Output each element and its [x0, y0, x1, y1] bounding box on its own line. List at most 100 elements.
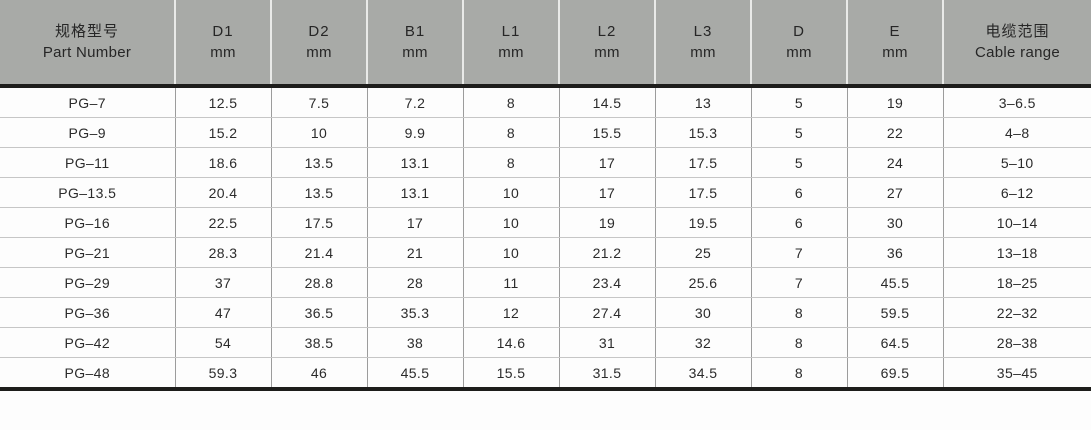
table-cell: 6 — [750, 177, 847, 208]
part-number-cell: PG–48 — [0, 357, 175, 391]
table-cell: 34.5 — [654, 357, 751, 391]
table-cell: 45.5 — [366, 357, 463, 391]
header-label: B1 — [404, 23, 426, 40]
cable-range-cell: 28–38 — [942, 327, 1091, 358]
table-cell: 17.5 — [654, 147, 751, 178]
table-cell: 13.5 — [270, 147, 367, 178]
header-cell-d1: D1 mm — [174, 0, 271, 88]
header-label: E — [889, 23, 901, 40]
table-cell: 7.2 — [366, 86, 463, 118]
table-cell: 38.5 — [270, 327, 367, 358]
table-cell: 13.1 — [366, 147, 463, 178]
table-cell: 8 — [462, 117, 559, 148]
table-cell: 8 — [462, 86, 559, 118]
table-cell: 6 — [750, 207, 847, 238]
header-label-en: Part Number — [42, 44, 132, 61]
table-cell: 31 — [558, 327, 655, 358]
table-cell: 28 — [366, 267, 463, 298]
table-cell: 12.5 — [174, 86, 271, 118]
table-cell: 30 — [846, 207, 943, 238]
header-label-cn: 电缆范围 — [985, 23, 1050, 40]
table-cell: 18.6 — [174, 147, 271, 178]
table-body: PG–7 12.5 7.5 7.2 8 14.5 13 5 19 3–6.5 PG–9 15.2 10… — [0, 86, 1091, 391]
cable-range-cell: 6–12 — [942, 177, 1091, 208]
table-cell: 17 — [558, 177, 655, 208]
table-cell: 5 — [750, 86, 847, 118]
table-cell: 28.3 — [174, 237, 271, 268]
header-cell-l2: L2 mm — [558, 0, 655, 88]
table-cell: 27 — [846, 177, 943, 208]
part-number-cell: PG–21 — [0, 237, 175, 268]
table-cell: 8 — [750, 357, 847, 391]
table-cell: 36 — [846, 237, 943, 268]
cable-range-cell: 13–18 — [942, 237, 1091, 268]
table-cell: 19 — [558, 207, 655, 238]
table-cell: 21.4 — [270, 237, 367, 268]
table-cell: 22.5 — [174, 207, 271, 238]
header-unit: mm — [690, 44, 716, 61]
cable-range-cell: 35–45 — [942, 357, 1091, 391]
table-cell: 17.5 — [270, 207, 367, 238]
table-cell: 15.5 — [558, 117, 655, 148]
table-cell: 11 — [462, 267, 559, 298]
part-number-cell: PG–29 — [0, 267, 175, 298]
table-row-pg42: PG–42 54 38.5 38 14.6 31 32 8 64.5 28–38 — [0, 327, 1091, 358]
table-cell: 10 — [462, 237, 559, 268]
header-unit: mm — [882, 44, 908, 61]
part-number-cell: PG–13.5 — [0, 177, 175, 208]
table-cell: 22 — [846, 117, 943, 148]
header-cell-l3: L3 mm — [654, 0, 751, 88]
table-cell: 37 — [174, 267, 271, 298]
table-cell: 14.6 — [462, 327, 559, 358]
cable-range-cell: 22–32 — [942, 297, 1091, 328]
header-label: D2 — [308, 23, 330, 40]
table-cell: 47 — [174, 297, 271, 328]
table-row-pg7: PG–7 12.5 7.5 7.2 8 14.5 13 5 19 3–6.5 — [0, 86, 1091, 118]
header-unit: mm — [210, 44, 236, 61]
table-cell: 15.5 — [462, 357, 559, 391]
table-cell: 31.5 — [558, 357, 655, 391]
part-number-cell: PG–9 — [0, 117, 175, 148]
table-cell: 5 — [750, 117, 847, 148]
table-cell: 59.5 — [846, 297, 943, 328]
table-cell: 10 — [462, 177, 559, 208]
table-row-pg11: PG–11 18.6 13.5 13.1 8 17 17.5 5 24 5–10 — [0, 147, 1091, 178]
table-row-pg9: PG–9 15.2 10 9.9 8 15.5 15.3 5 22 4–8 — [0, 117, 1091, 148]
cable-range-cell: 10–14 — [942, 207, 1091, 238]
table-row-pg16: PG–16 22.5 17.5 17 10 19 19.5 6 30 10–14 — [0, 207, 1091, 238]
header-cell-cable-range: 电缆范围 Cable range — [942, 0, 1091, 88]
header-cell-part-number: 规格型号 Part Number — [0, 0, 175, 88]
table-cell: 8 — [750, 297, 847, 328]
part-number-cell: PG–11 — [0, 147, 175, 178]
part-number-cell: PG–7 — [0, 86, 175, 118]
table-cell: 17 — [558, 147, 655, 178]
header-unit: mm — [402, 44, 428, 61]
table-header: 规格型号 Part Number D1 mm D2 mm B1 mm L1 mm L2 mm… — [0, 0, 1091, 88]
header-label: L2 — [597, 23, 617, 40]
table-cell: 24 — [846, 147, 943, 178]
table-cell: 21.2 — [558, 237, 655, 268]
table-row-pg13-5: PG–13.5 20.4 13.5 13.1 10 17 17.5 6 27 6–12 — [0, 177, 1091, 208]
part-number-cell: PG–36 — [0, 297, 175, 328]
table-row-pg29: PG–29 37 28.8 28 11 23.4 25.6 7 45.5 18–25 — [0, 267, 1091, 298]
cable-range-cell: 3–6.5 — [942, 86, 1091, 118]
table-cell: 25.6 — [654, 267, 751, 298]
table-cell: 15.3 — [654, 117, 751, 148]
table-cell: 25 — [654, 237, 751, 268]
table-cell: 19.5 — [654, 207, 751, 238]
cable-range-cell: 4–8 — [942, 117, 1091, 148]
header-unit: mm — [786, 44, 812, 61]
table-cell: 35.3 — [366, 297, 463, 328]
table-cell: 8 — [750, 327, 847, 358]
table-row-pg48: PG–48 59.3 46 45.5 15.5 31.5 34.5 8 69.5 35–45 — [0, 357, 1091, 391]
header-label: L3 — [693, 23, 713, 40]
table-cell: 30 — [654, 297, 751, 328]
table-cell: 8 — [462, 147, 559, 178]
spec-table: 规格型号 Part Number D1 mm D2 mm B1 mm L1 mm L2 mm… — [0, 0, 1091, 391]
table-cell: 5 — [750, 147, 847, 178]
table-cell: 9.9 — [366, 117, 463, 148]
table-cell: 38 — [366, 327, 463, 358]
table-cell: 15.2 — [174, 117, 271, 148]
